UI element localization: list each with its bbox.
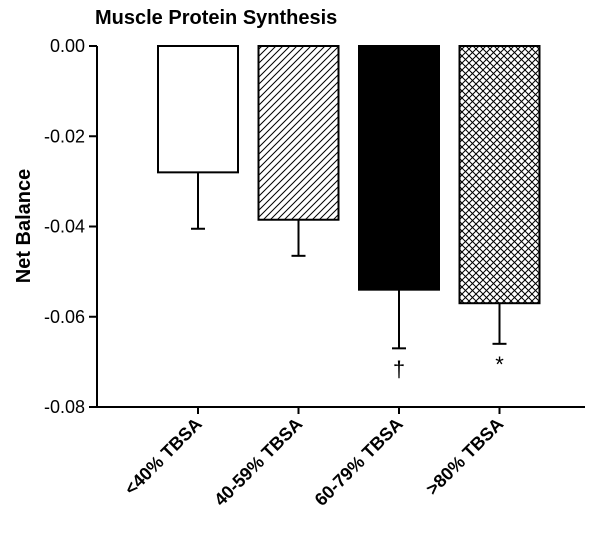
significance-marker: † [393,356,405,381]
chart-title: Muscle Protein Synthesis [95,7,337,29]
bar [358,45,440,291]
significance-marker: * [495,352,504,377]
bar [257,45,340,221]
y-tick-label: -0.02 [44,126,85,146]
bar [157,45,239,174]
y-axis-ticks: 0.00 -0.02 -0.04 -0.06 -0.08 [44,36,97,417]
y-tick-label: 0.00 [50,36,85,56]
y-axis-label: Net Balance [13,169,35,284]
x-category-label: >80% TBSA [422,414,507,499]
bars-group: † * [157,45,541,381]
x-category-label: 40-59% TBSA [210,414,306,510]
y-tick-label: -0.06 [44,307,85,327]
y-tick-label: -0.04 [44,217,85,237]
x-category-label: 60-79% TBSA [311,414,407,510]
bar [458,45,541,305]
y-tick-label: -0.08 [44,397,85,417]
x-category-label: <40% TBSA [121,414,206,499]
x-axis-ticks: <40% TBSA 40-59% TBSA 60-79% TBSA >80% TBSA [121,407,507,510]
